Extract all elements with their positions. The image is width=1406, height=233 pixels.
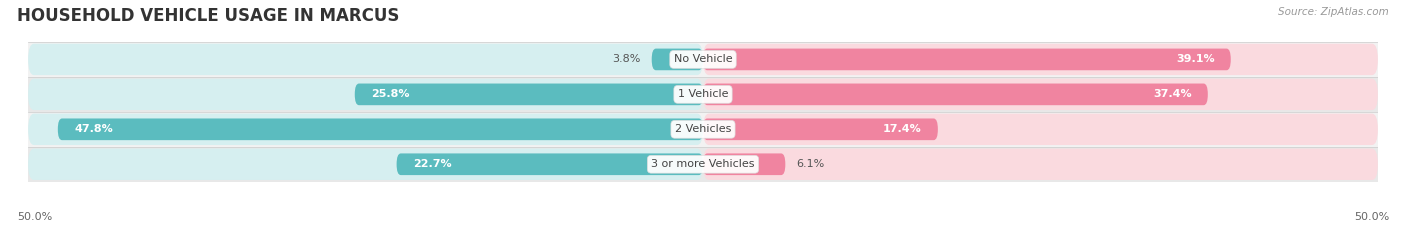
FancyBboxPatch shape bbox=[703, 49, 1230, 70]
FancyBboxPatch shape bbox=[703, 114, 1378, 145]
Text: HOUSEHOLD VEHICLE USAGE IN MARCUS: HOUSEHOLD VEHICLE USAGE IN MARCUS bbox=[17, 7, 399, 25]
Text: 6.1%: 6.1% bbox=[796, 159, 824, 169]
FancyBboxPatch shape bbox=[703, 118, 938, 140]
FancyBboxPatch shape bbox=[703, 79, 1378, 110]
FancyBboxPatch shape bbox=[703, 44, 1378, 75]
FancyBboxPatch shape bbox=[703, 154, 786, 175]
Bar bbox=[28, 77, 1378, 112]
Text: 1 Vehicle: 1 Vehicle bbox=[678, 89, 728, 99]
FancyBboxPatch shape bbox=[28, 149, 703, 180]
FancyBboxPatch shape bbox=[354, 84, 703, 105]
FancyBboxPatch shape bbox=[396, 154, 703, 175]
FancyBboxPatch shape bbox=[652, 49, 703, 70]
Text: 25.8%: 25.8% bbox=[371, 89, 409, 99]
FancyBboxPatch shape bbox=[703, 149, 1378, 180]
Text: 22.7%: 22.7% bbox=[413, 159, 451, 169]
Text: 17.4%: 17.4% bbox=[883, 124, 922, 134]
Bar bbox=[28, 112, 1378, 147]
FancyBboxPatch shape bbox=[58, 118, 703, 140]
Text: 50.0%: 50.0% bbox=[1354, 212, 1389, 222]
FancyBboxPatch shape bbox=[28, 114, 703, 145]
Text: 39.1%: 39.1% bbox=[1175, 55, 1215, 64]
Text: 37.4%: 37.4% bbox=[1153, 89, 1192, 99]
Text: 47.8%: 47.8% bbox=[75, 124, 112, 134]
Text: Source: ZipAtlas.com: Source: ZipAtlas.com bbox=[1278, 7, 1389, 17]
Text: No Vehicle: No Vehicle bbox=[673, 55, 733, 64]
Text: 2 Vehicles: 2 Vehicles bbox=[675, 124, 731, 134]
Text: 3.8%: 3.8% bbox=[613, 55, 641, 64]
FancyBboxPatch shape bbox=[28, 44, 703, 75]
FancyBboxPatch shape bbox=[703, 84, 1208, 105]
Text: 50.0%: 50.0% bbox=[17, 212, 52, 222]
Bar bbox=[28, 147, 1378, 182]
Bar bbox=[28, 42, 1378, 77]
FancyBboxPatch shape bbox=[28, 79, 703, 110]
Text: 3 or more Vehicles: 3 or more Vehicles bbox=[651, 159, 755, 169]
